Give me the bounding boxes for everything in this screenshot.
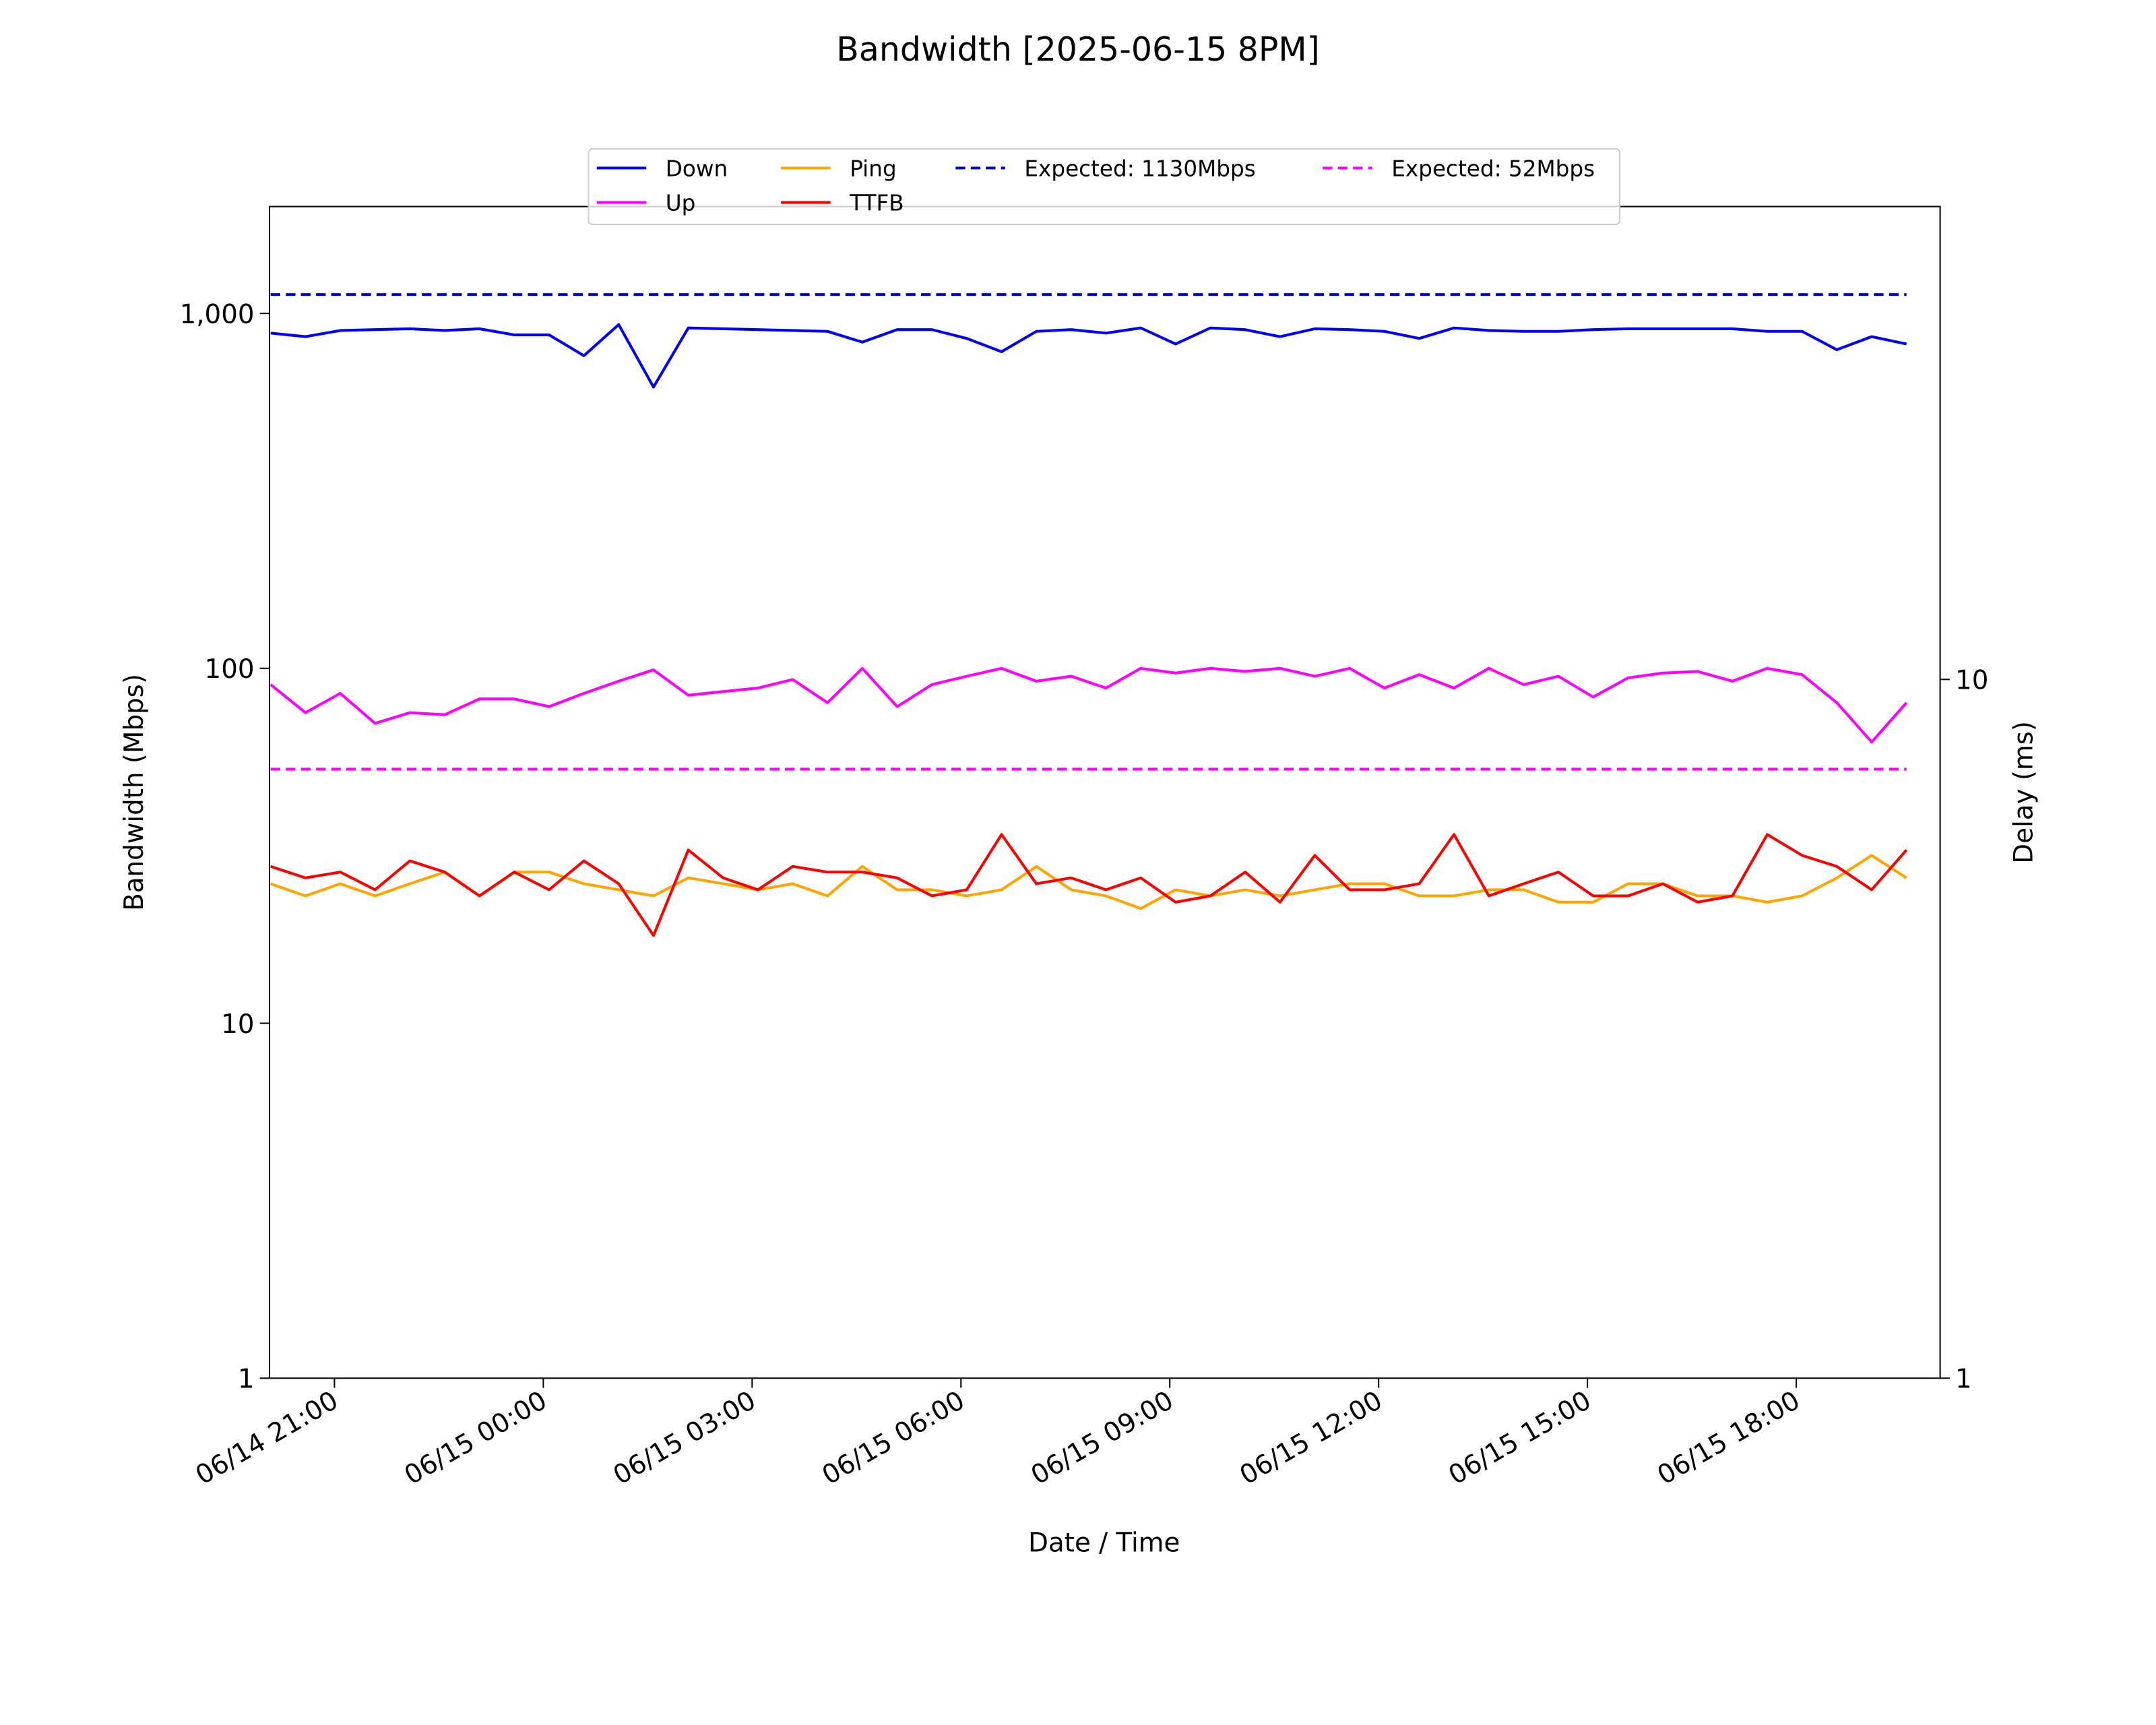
y2-axis-label: Delay (ms) [2008,721,2039,864]
x-tick-label: 06/15 00:00 [400,1385,552,1491]
chart-title: Bandwidth [2025-06-15 8PM] [836,30,1320,69]
y-tick-label: 100 [205,654,255,685]
legend-label: Up [666,191,696,216]
x-tick-label: 06/15 15:00 [1444,1385,1597,1491]
legend-label: Ping [850,156,896,182]
x-tick-label: 06/15 12:00 [1235,1385,1388,1491]
y-tick-label: 10 [221,1009,254,1040]
x-tick-label: 06/15 18:00 [1653,1385,1806,1491]
y-tick-label: 1,000 [180,299,255,330]
series-line [270,666,1908,744]
series-line [270,854,1907,910]
y-tick-label: 1 [238,1365,255,1395]
legend: Down Up Ping TTFB Expected: 1130Mbps Expected… [588,148,1621,226]
legend-label: Expected: 52Mbps [1391,156,1595,182]
y2-tick-label: 1 [1955,1365,1972,1395]
series-line [270,833,1908,937]
x-axis-label: Date / Time [1028,1528,1180,1558]
legend-label: Expected: 1130Mbps [1024,156,1255,182]
x-tick-label: 06/14 21:00 [191,1385,344,1491]
x-tick-label: 06/15 06:00 [817,1385,970,1491]
plot-frame [268,206,1941,1379]
y-axis-label: Bandwidth (Mbps) [119,674,150,911]
series-line [270,323,1907,389]
x-tick-label: 06/15 03:00 [608,1385,761,1491]
legend-label: TTFB [849,191,903,216]
legend-label: Down [666,156,728,182]
x-tick-label: 06/15 09:00 [1026,1385,1179,1491]
y2-tick-label: 10 [1955,666,1988,696]
